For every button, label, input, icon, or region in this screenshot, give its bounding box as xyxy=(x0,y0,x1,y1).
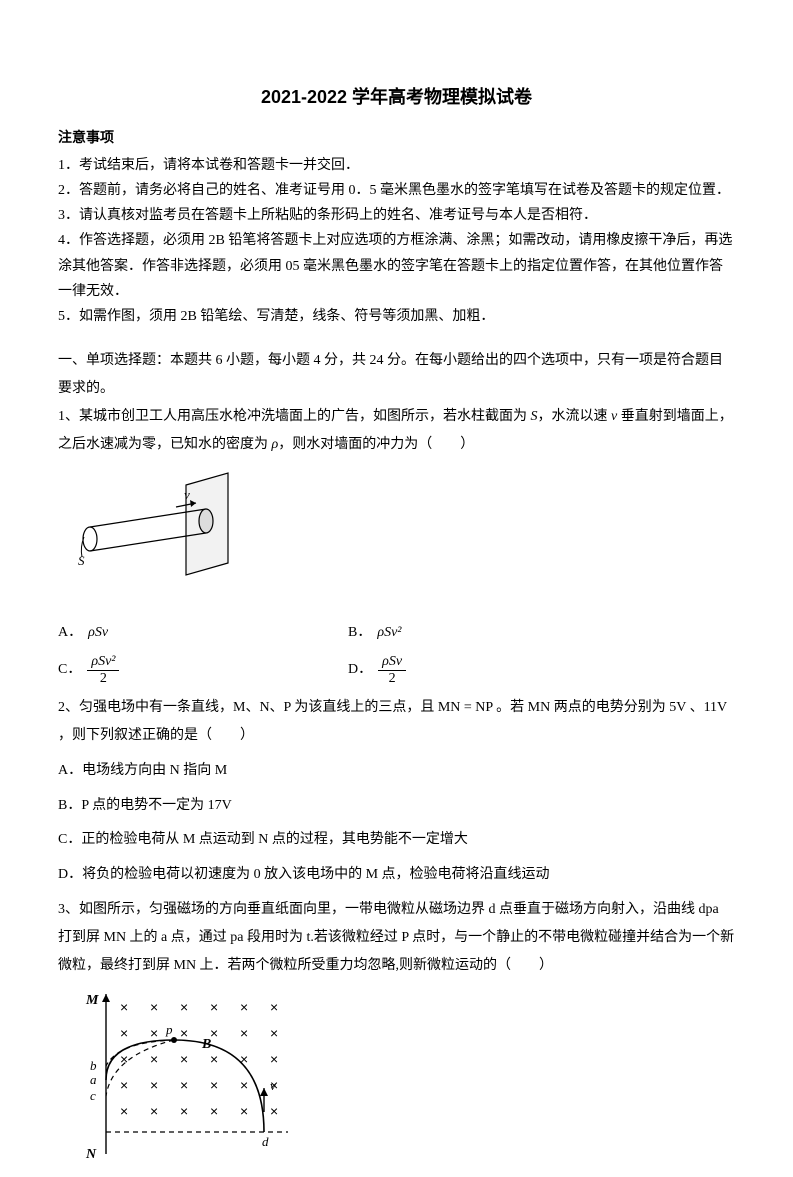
q1-optB-label: B． xyxy=(348,620,371,647)
label-p: p xyxy=(165,1022,173,1037)
label-d: d xyxy=(262,1134,269,1149)
q1-optD-fraction: ρSv 2 xyxy=(378,654,406,686)
notice-item-1: 1．考试结束后，请将本试卷和答题卡一并交回． xyxy=(58,153,735,178)
svg-text:×: × xyxy=(270,1103,278,1119)
svg-text:×: × xyxy=(150,1103,158,1119)
svg-text:×: × xyxy=(240,1051,248,1067)
q1-optA-expr: ρSv xyxy=(88,620,108,647)
question-3: 3、如图所示，匀强磁场的方向垂直纸面向里，一带电微粒从磁场边界 d 点垂直于磁场… xyxy=(58,896,735,980)
label-v: v xyxy=(270,1078,276,1093)
pipe-front-icon xyxy=(199,509,213,533)
q1-options-row-1: A． ρSv B． ρSv² xyxy=(58,620,735,647)
curve-to-c xyxy=(106,1040,174,1096)
label-a: a xyxy=(90,1072,97,1087)
svg-text:×: × xyxy=(120,1077,128,1093)
q2-option-D: D．将负的检验电荷以初速度为 0 放入该电场中的 M 点，检验电荷将沿直线运动 xyxy=(58,862,735,889)
svg-text:×: × xyxy=(180,1103,188,1119)
q1-optA-label: A． xyxy=(58,620,82,647)
svg-text:×: × xyxy=(240,1103,248,1119)
v-arrow-head xyxy=(260,1088,268,1096)
q1-option-A: A． ρSv xyxy=(58,620,348,647)
svg-text:×: × xyxy=(210,1103,218,1119)
notice-heading: 注意事项 xyxy=(58,126,735,153)
svg-text:×: × xyxy=(210,999,218,1015)
svg-text:×: × xyxy=(270,999,278,1015)
svg-text:×: × xyxy=(120,1051,128,1067)
svg-text:×: × xyxy=(270,1051,278,1067)
label-N: N xyxy=(85,1147,97,1162)
axis-M-arrow xyxy=(102,994,110,1002)
section-intro: 一、单项选择题：本题共 6 小题，每小题 4 分，共 24 分。在每小题给出的四… xyxy=(58,347,735,403)
q1-optB-expr: ρSv² xyxy=(377,620,401,647)
svg-text:×: × xyxy=(120,999,128,1015)
notice-item-5: 5．如需作图，须用 2B 铅笔绘、写清楚，线条、符号等须加黑、加粗． xyxy=(58,304,735,329)
q1-var-S: S xyxy=(531,409,538,424)
label-M: M xyxy=(85,993,99,1008)
q1-optC-label: C． xyxy=(58,657,81,684)
svg-text:×: × xyxy=(270,1025,278,1041)
label-B: B xyxy=(201,1037,211,1052)
q1-text-mid2: ，水流以速 xyxy=(538,409,612,424)
q1-optD-den: 2 xyxy=(385,671,400,686)
pipe-end-icon xyxy=(83,527,97,551)
svg-text:×: × xyxy=(120,1025,128,1041)
q1-option-D: D． ρSv 2 xyxy=(348,654,406,686)
svg-text:×: × xyxy=(180,999,188,1015)
svg-text:×: × xyxy=(150,999,158,1015)
q3-figure: M N ×××××× ×××××× ×××××× ×××××× ×××××× p… xyxy=(78,986,735,1177)
question-1: 1、某城市创卫工人用高压水枪冲洗墙面上的广告，如图所示，若水柱截面为 S，水流以… xyxy=(58,403,735,459)
q1-option-C: C． ρSv² 2 xyxy=(58,654,348,686)
q1-diagram-svg: v S xyxy=(78,467,278,597)
q1-optD-num: ρSv xyxy=(378,654,406,670)
q1-options-row-2: C． ρSv² 2 D． ρSv 2 xyxy=(58,654,735,686)
label-c: c xyxy=(90,1088,96,1103)
q1-option-B: B． ρSv² xyxy=(348,620,401,647)
q1-text-end: ，则水对墙面的冲力为（ ） xyxy=(278,437,474,452)
q1-optD-label: D． xyxy=(348,657,372,684)
svg-text:×: × xyxy=(120,1103,128,1119)
field-crosses: ×××××× ×××××× ×××××× ×××××× ×××××× xyxy=(120,999,278,1119)
svg-text:×: × xyxy=(150,1025,158,1041)
notice-item-3: 3．请认真核对监考员在答题卡上所粘贴的条形码上的姓名、准考证号与本人是否相符． xyxy=(58,203,735,228)
label-v: v xyxy=(184,487,190,502)
question-2: 2、匀强电场中有一条直线，M、N、P 为该直线上的三点，且 MN = NP 。若… xyxy=(58,694,735,750)
page-title: 2021-2022 学年高考物理模拟试卷 xyxy=(58,80,735,114)
svg-text:×: × xyxy=(210,1077,218,1093)
q2-option-B: B．P 点的电势不一定为 17V xyxy=(58,793,735,820)
q1-text-prefix: 1、某城市创卫工人用高压水枪冲洗墙面上的广告，如图所示，若水柱截面为 xyxy=(58,409,531,424)
q1-optC-fraction: ρSv² 2 xyxy=(87,654,119,686)
svg-text:×: × xyxy=(150,1051,158,1067)
svg-text:×: × xyxy=(180,1025,188,1041)
notice-item-2: 2．答题前，请务必将自己的姓名、准考证号用 0．5 毫米黑色墨水的签字笔填写在试… xyxy=(58,178,735,203)
q2-option-A: A．电场线方向由 N 指向 M xyxy=(58,758,735,785)
q3-diagram-svg: M N ×××××× ×××××× ×××××× ×××××× ×××××× p… xyxy=(78,986,308,1166)
svg-text:×: × xyxy=(210,1051,218,1067)
svg-text:×: × xyxy=(180,1051,188,1067)
q1-optC-num: ρSv² xyxy=(87,654,119,670)
svg-text:×: × xyxy=(240,1025,248,1041)
point-p xyxy=(171,1037,177,1043)
q1-optC-den: 2 xyxy=(96,671,111,686)
q2-option-C: C．正的检验电荷从 M 点运动到 N 点的过程，其电势能不一定增大 xyxy=(58,827,735,854)
label-b: b xyxy=(90,1058,97,1073)
svg-text:×: × xyxy=(180,1077,188,1093)
svg-text:×: × xyxy=(150,1077,158,1093)
svg-text:×: × xyxy=(240,999,248,1015)
svg-text:×: × xyxy=(240,1077,248,1093)
notice-item-4: 4．作答选择题，必须用 2B 铅笔将答题卡上对应选项的方框涂满、涂黑；如需改动，… xyxy=(58,228,735,304)
q1-figure: v S xyxy=(78,467,735,608)
